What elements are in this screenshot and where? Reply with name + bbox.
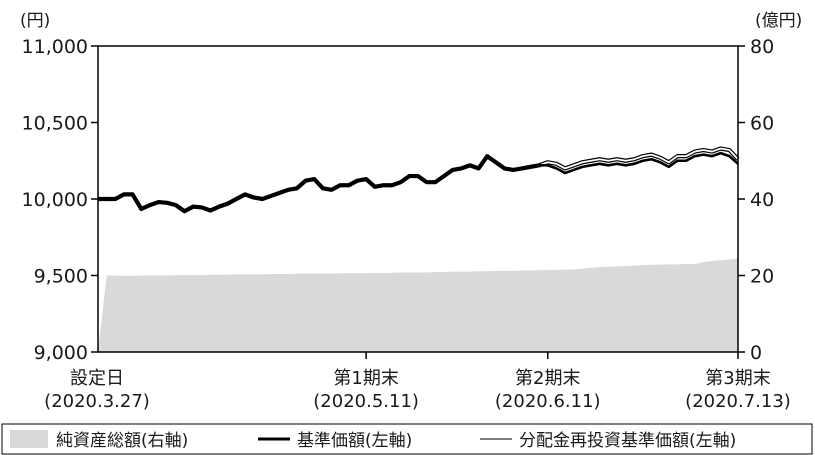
x-axis-labels: 設定日(2020.3.27) 第1期末(2020.5.11) 第2期末(2020.6… <box>44 352 791 412</box>
right-tick-label: 0 <box>750 342 762 364</box>
left-tick-label: 10,000 <box>22 189 88 211</box>
x-label-period: 第3期末 <box>705 368 770 389</box>
legend-frame <box>1 423 813 455</box>
legend-label-nav: 基準価額(左軸) <box>297 431 412 451</box>
nav-line <box>98 151 739 213</box>
right-tick-label: 40 <box>750 189 774 211</box>
left-axis-unit: (円) <box>20 11 50 31</box>
net-assets-area-layer <box>98 258 738 352</box>
x-label-period: 第2期末 <box>515 368 580 389</box>
x-label-period: 第1期末 <box>333 368 398 389</box>
legend-label-reinvested: 分配金再投資基準価額(左軸) <box>519 431 736 451</box>
x-label-date: (2020.6.11) <box>495 391 601 412</box>
left-tick-label: 10,500 <box>22 113 88 135</box>
left-tick-label: 9,500 <box>34 266 88 288</box>
right-tick-label: 80 <box>750 36 774 58</box>
tick-layer: 9,000 9,500 10,000 10,500 11,000 0 20 40 60 80 <box>22 36 775 364</box>
x-label-date: (2020.5.11) <box>313 391 419 412</box>
reinvested-nav-line-outer <box>98 146 740 214</box>
left-tick-label: 9,000 <box>34 342 88 364</box>
right-tick-label: 60 <box>750 113 774 135</box>
legend: 純資産総額(右軸) 基準価額(左軸) 分配金再投資基準価額(左軸) <box>1 423 813 455</box>
right-tick-label: 20 <box>750 266 774 288</box>
x-label-date: (2020.3.27) <box>44 391 150 412</box>
right-axis-unit: (億円) <box>755 11 802 31</box>
net-assets-area <box>98 258 738 352</box>
x-label-period: 設定日 <box>70 368 124 389</box>
left-tick-label: 11,000 <box>22 36 88 58</box>
x-label-date: (2020.7.13) <box>685 391 791 412</box>
legend-label-net-assets: 純資産総額(右軸) <box>56 431 188 451</box>
nav-lines-layer <box>98 146 740 214</box>
legend-area-swatch <box>10 430 48 448</box>
